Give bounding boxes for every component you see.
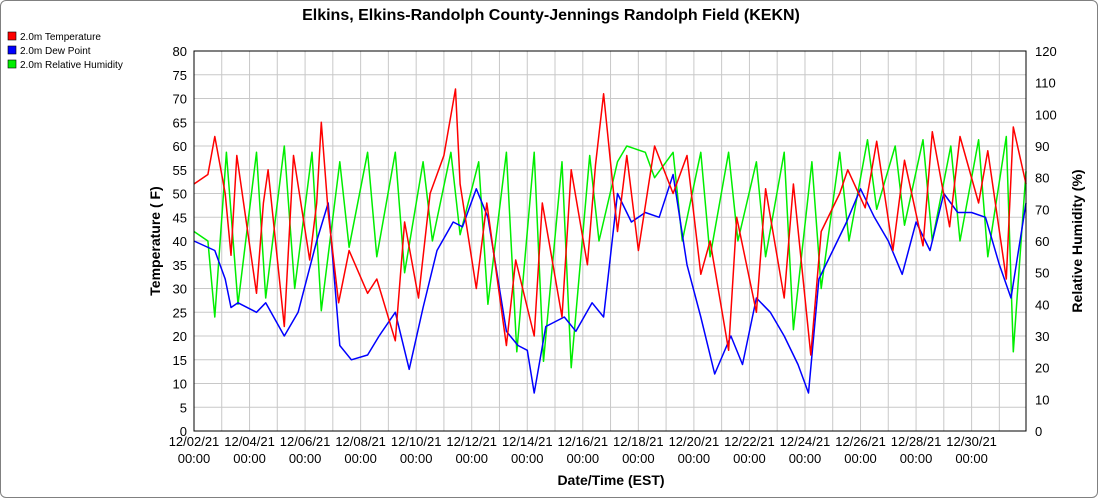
x-tick-time: 00:00: [289, 451, 322, 466]
x-tick-date: 12/26/21: [835, 434, 886, 449]
y2-tick-label: 70: [1035, 202, 1049, 217]
x-tick-date: 12/02/21: [169, 434, 220, 449]
y-tick-label: 35: [173, 258, 187, 273]
x-tick-time: 00:00: [233, 451, 266, 466]
x-tick-time: 00:00: [178, 451, 211, 466]
x-tick-date: 12/20/21: [669, 434, 720, 449]
x-tick-date: 12/24/21: [780, 434, 831, 449]
x-tick-time: 00:00: [678, 451, 711, 466]
x-tick-date: 12/22/21: [724, 434, 775, 449]
y-tick-label: 75: [173, 68, 187, 83]
x-tick-date: 12/14/21: [502, 434, 553, 449]
x-tick-time: 00:00: [567, 451, 600, 466]
x-tick-date: 12/16/21: [558, 434, 609, 449]
grid: [193, 50, 1026, 432]
y2-tick-label: 20: [1035, 361, 1049, 376]
y2-tick-label: 60: [1035, 234, 1049, 249]
y2-tick-label: 80: [1035, 171, 1049, 186]
legend-swatch: [7, 31, 17, 41]
y2-axis-title: Relative Humidity (%): [1069, 169, 1085, 312]
y2-tick-label: 100: [1035, 107, 1057, 122]
x-axis-title: Date/Time (EST): [557, 472, 664, 488]
x-tick-time: 00:00: [455, 451, 488, 466]
x-tick-date: 12/12/21: [446, 434, 497, 449]
y-axis-title: Temperature ( F): [147, 186, 163, 295]
x-tick-time: 00:00: [400, 451, 433, 466]
series-line-2-0m-relative-humidity: [193, 135, 1027, 369]
y-tick-label: 25: [173, 305, 187, 320]
plot-border: [193, 50, 1027, 432]
y2-tick-label: 30: [1035, 329, 1049, 344]
legend: 2.0m Temperature 2.0m Dew Point 2.0m Relat…: [7, 31, 123, 71]
y2-axis-ticks: 0 10 20 30 40 50 60 70 80 90 100 110 120: [1035, 44, 1057, 439]
legend-swatch: [7, 59, 17, 69]
y-tick-label: 45: [173, 210, 187, 225]
y-tick-label: 20: [173, 329, 187, 344]
x-tick-time: 00:00: [955, 451, 988, 466]
y-tick-label: 55: [173, 163, 187, 178]
legend-label: 2.0m Relative Humidity: [20, 60, 123, 71]
y-tick-label: 65: [173, 115, 187, 130]
y-axis-ticks: 0 5 10 15 20 25 30 35 40 45 50 55 60 65 70 75 80: [173, 44, 187, 439]
y-tick-label: 30: [173, 282, 187, 297]
x-tick-time: 00:00: [900, 451, 933, 466]
x-tick-date: 12/08/21: [335, 434, 386, 449]
x-tick-date: 12/10/21: [391, 434, 442, 449]
y-tick-label: 15: [173, 353, 187, 368]
x-tick-time: 00:00: [789, 451, 822, 466]
x-tick-date: 12/30/21: [946, 434, 997, 449]
y-tick-label: 40: [173, 234, 187, 249]
y2-tick-label: 10: [1035, 392, 1049, 407]
series-line-2-0m-temperature: [193, 88, 1027, 356]
x-tick-date: 12/18/21: [613, 434, 664, 449]
x-tick-date: 12/28/21: [891, 434, 942, 449]
legend-swatch: [7, 45, 17, 55]
series-layer: [193, 88, 1027, 394]
y-tick-label: 50: [173, 187, 187, 202]
y-tick-label: 0: [180, 424, 187, 439]
y2-tick-label: 50: [1035, 266, 1049, 281]
legend-label: 2.0m Temperature: [20, 32, 101, 43]
chart-title: Elkins, Elkins-Randolph County-Jennings …: [302, 7, 800, 24]
y2-tick-label: 90: [1035, 139, 1049, 154]
y-tick-label: 5: [180, 400, 187, 415]
y2-tick-label: 120: [1035, 44, 1057, 59]
x-axis-ticks: 12/02/21 00:00 12/04/21 00:00 12/06/21 00:00 1…: [169, 434, 997, 466]
y2-tick-label: 110: [1035, 76, 1056, 91]
x-tick-time: 00:00: [344, 451, 377, 466]
y2-tick-label: 0: [1035, 424, 1042, 439]
x-tick-time: 00:00: [844, 451, 877, 466]
y-tick-label: 60: [173, 139, 187, 154]
y-tick-label: 80: [173, 44, 187, 59]
x-tick-date: 12/04/21: [224, 434, 275, 449]
y2-tick-label: 40: [1035, 297, 1049, 312]
legend-label: 2.0m Dew Point: [20, 46, 91, 57]
y-tick-label: 10: [173, 377, 187, 392]
y-tick-label: 70: [173, 92, 187, 107]
x-tick-date: 12/06/21: [280, 434, 331, 449]
x-tick-time: 00:00: [733, 451, 766, 466]
x-tick-time: 00:00: [511, 451, 544, 466]
x-tick-time: 00:00: [622, 451, 655, 466]
